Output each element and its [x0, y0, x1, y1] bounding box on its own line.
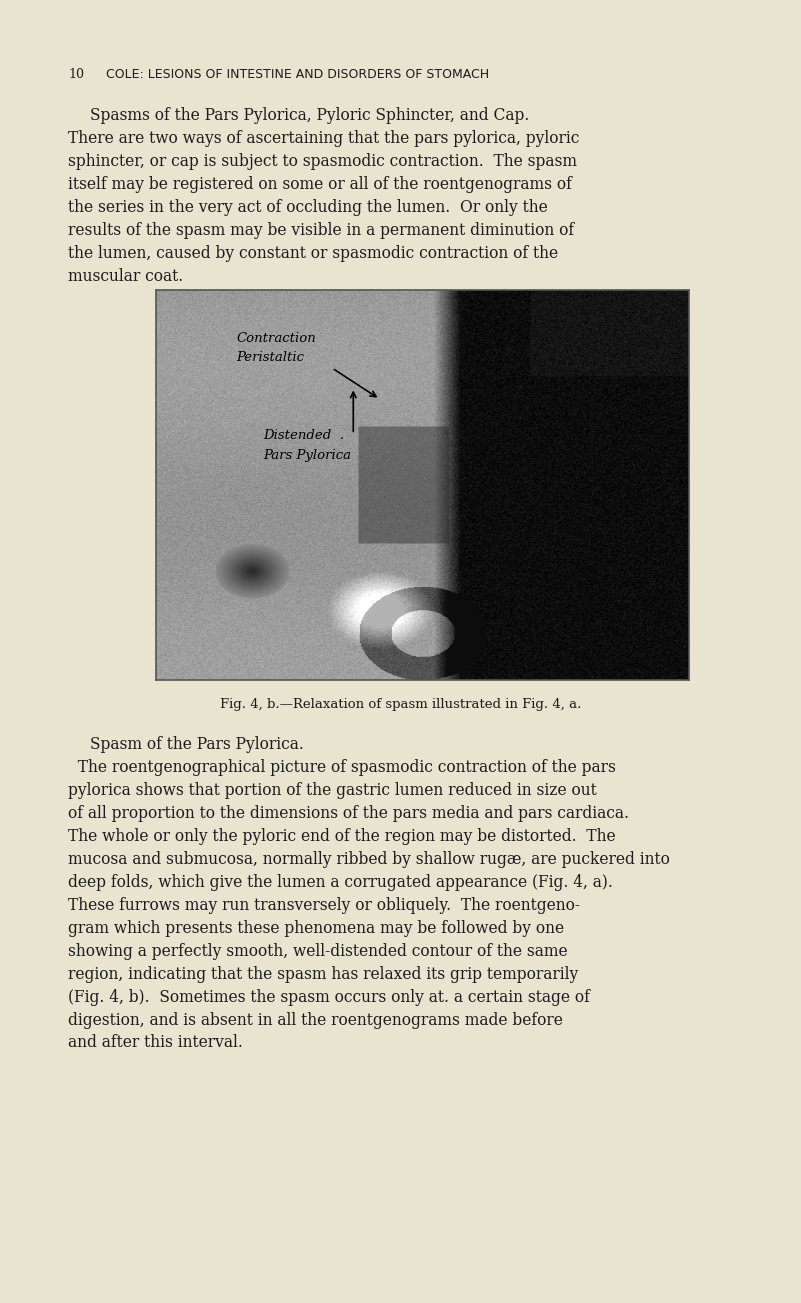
- Text: deep folds, which give the lumen a corrugated appearance (Fig. 4, a).: deep folds, which give the lumen a corru…: [68, 874, 613, 891]
- Text: the lumen, caused by constant or spasmodic contraction of the: the lumen, caused by constant or spasmod…: [68, 245, 558, 262]
- Text: Pars Pylorica: Pars Pylorica: [263, 448, 351, 461]
- Text: Spasms of the Pars Pylorica, Pyloric Sphincter, and Cap.: Spasms of the Pars Pylorica, Pyloric Sph…: [90, 107, 529, 124]
- Text: COLE: LESIONS OF INTESTINE AND DISORDERS OF STOMACH: COLE: LESIONS OF INTESTINE AND DISORDERS…: [106, 68, 489, 81]
- Text: Peristaltic: Peristaltic: [236, 351, 304, 364]
- Text: Fig. 4, b.—Relaxation of spasm illustrated in Fig. 4, a.: Fig. 4, b.—Relaxation of spasm illustrat…: [219, 698, 582, 711]
- Text: digestion, and is absent in all the roentgenograms made before: digestion, and is absent in all the roen…: [68, 1011, 563, 1028]
- Text: Spasm of the Pars Pylorica.: Spasm of the Pars Pylorica.: [90, 736, 304, 753]
- Text: itself may be registered on some or all of the roentgenograms of: itself may be registered on some or all …: [68, 176, 572, 193]
- Text: Contraction: Contraction: [236, 331, 316, 344]
- Text: There are two ways of ascertaining that the pars pylorica, pyloric: There are two ways of ascertaining that …: [68, 130, 579, 147]
- Text: the series in the very act of occluding the lumen.  Or only the: the series in the very act of occluding …: [68, 199, 548, 216]
- Text: Distended  .: Distended .: [263, 429, 344, 442]
- Text: 10: 10: [68, 68, 84, 81]
- Text: These furrows may run transversely or obliquely.  The roentgeno-: These furrows may run transversely or ob…: [68, 896, 580, 913]
- Text: of all proportion to the dimensions of the pars media and pars cardiaca.: of all proportion to the dimensions of t…: [68, 805, 629, 822]
- Text: sphincter, or cap is subject to spasmodic contraction.  The spasm: sphincter, or cap is subject to spasmodi…: [68, 152, 577, 169]
- Text: mucosa and submucosa, normally ribbed by shallow rugæ, are puckered into: mucosa and submucosa, normally ribbed by…: [68, 851, 670, 868]
- Text: results of the spasm may be visible in a permanent diminution of: results of the spasm may be visible in a…: [68, 222, 574, 238]
- Text: region, indicating that the spasm has relaxed its grip temporarily: region, indicating that the spasm has re…: [68, 966, 578, 982]
- Text: showing a perfectly smooth, well-distended contour of the same: showing a perfectly smooth, well-distend…: [68, 942, 568, 959]
- Text: (Fig. 4, b).  Sometimes the spasm occurs only at. a certain stage of: (Fig. 4, b). Sometimes the spasm occurs …: [68, 989, 590, 1006]
- Text: The roentgenographical picture of spasmodic contraction of the pars: The roentgenographical picture of spasmo…: [68, 758, 616, 777]
- Text: pylorica shows that portion of the gastric lumen reduced in size out: pylorica shows that portion of the gastr…: [68, 782, 597, 799]
- Text: and after this interval.: and after this interval.: [68, 1035, 243, 1052]
- Text: muscular coat.: muscular coat.: [68, 267, 183, 285]
- Text: The whole or only the pyloric end of the region may be distorted.  The: The whole or only the pyloric end of the…: [68, 827, 616, 844]
- Text: gram which presents these phenomena may be followed by one: gram which presents these phenomena may …: [68, 920, 564, 937]
